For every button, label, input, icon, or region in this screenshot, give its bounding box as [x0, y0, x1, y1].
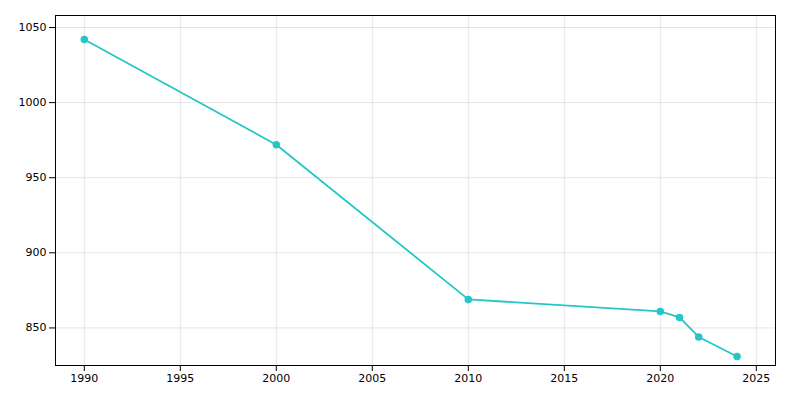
svg-text:850: 850: [26, 321, 47, 334]
svg-text:950: 950: [26, 171, 47, 184]
svg-text:2000: 2000: [262, 372, 290, 385]
svg-text:900: 900: [26, 246, 47, 259]
svg-text:2025: 2025: [742, 372, 770, 385]
svg-text:1990: 1990: [70, 372, 98, 385]
svg-text:2020: 2020: [646, 372, 674, 385]
svg-text:2015: 2015: [550, 372, 578, 385]
svg-text:2005: 2005: [358, 372, 386, 385]
svg-text:1050: 1050: [19, 21, 47, 34]
svg-text:1995: 1995: [166, 372, 194, 385]
svg-text:1000: 1000: [19, 96, 47, 109]
svg-text:2010: 2010: [454, 372, 482, 385]
